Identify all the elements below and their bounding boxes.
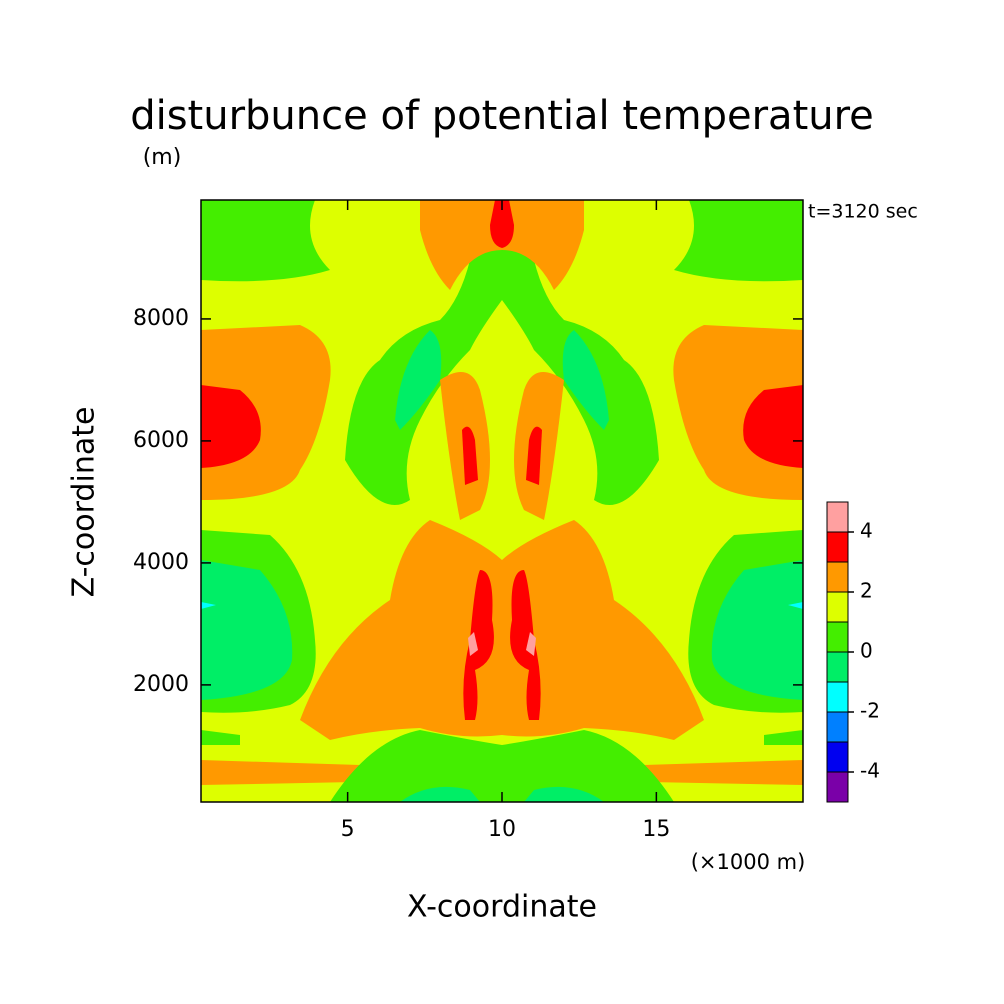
colorbar-tick-label: 4 — [860, 519, 873, 543]
x-unit: (×1000 m) — [691, 850, 806, 874]
contour-region — [201, 760, 360, 785]
contour-region — [400, 786, 480, 802]
chart-title: disturbunce of potential temperature — [130, 93, 874, 139]
colorbar-bin — [826, 561, 849, 593]
contour-region — [330, 730, 502, 802]
contour-region — [526, 632, 536, 656]
x-tick-label: 10 — [488, 817, 516, 842]
contour-region — [490, 200, 502, 248]
contour-region — [420, 200, 502, 290]
contour-region — [201, 200, 330, 282]
contour-region — [462, 426, 478, 485]
contour-region — [201, 602, 216, 609]
contour-region — [788, 602, 803, 609]
colorbar-bin — [826, 771, 849, 803]
x-tick-label: 15 — [642, 817, 670, 842]
contour-region — [502, 520, 704, 740]
contour-region — [502, 200, 514, 248]
colorbar-bin — [826, 531, 849, 563]
y-tick-label: 2000 — [133, 672, 189, 697]
colorbar-bin — [826, 681, 849, 713]
y-tick-label: 6000 — [133, 428, 189, 453]
colorbar-bin — [826, 741, 849, 773]
contour-region — [743, 385, 803, 468]
colorbar-bin — [826, 591, 849, 623]
contour-region — [502, 730, 674, 802]
contour-region — [463, 570, 494, 720]
contour-region — [674, 200, 803, 282]
contour-field — [201, 200, 803, 802]
colorbar-tick-label: 2 — [860, 579, 873, 603]
colorbar-tick-label: -4 — [860, 759, 880, 783]
contour-region — [562, 330, 609, 430]
contour-region — [524, 786, 604, 802]
contour-region — [201, 560, 293, 700]
colorbar-bin — [826, 711, 849, 743]
contour-region — [711, 560, 803, 700]
contour-region — [468, 632, 478, 656]
colorbar-bin — [826, 501, 849, 533]
contour-region — [526, 426, 542, 485]
contour-region — [764, 730, 803, 745]
contour-region — [502, 200, 584, 290]
colorbar-bin — [826, 651, 849, 683]
colorbar-tick-label: 0 — [860, 639, 873, 663]
contour-region — [201, 385, 261, 468]
y-tick-label: 8000 — [133, 306, 189, 331]
contour-region — [644, 760, 803, 785]
annotation: t=3120 sec — [808, 201, 918, 223]
contour-region — [300, 520, 502, 740]
colorbar-tick-label: -2 — [860, 699, 880, 723]
contour-region — [201, 730, 240, 745]
x-axis-label: X-coordinate — [407, 890, 597, 925]
x-tick-label: 5 — [341, 817, 355, 842]
contour-region — [510, 570, 541, 720]
y-unit: (m) — [143, 145, 182, 170]
colorbar-bin — [826, 621, 849, 653]
y-tick-label: 4000 — [133, 550, 189, 575]
y-axis-label: Z-coordinate — [67, 407, 102, 598]
contour-region — [395, 330, 442, 430]
